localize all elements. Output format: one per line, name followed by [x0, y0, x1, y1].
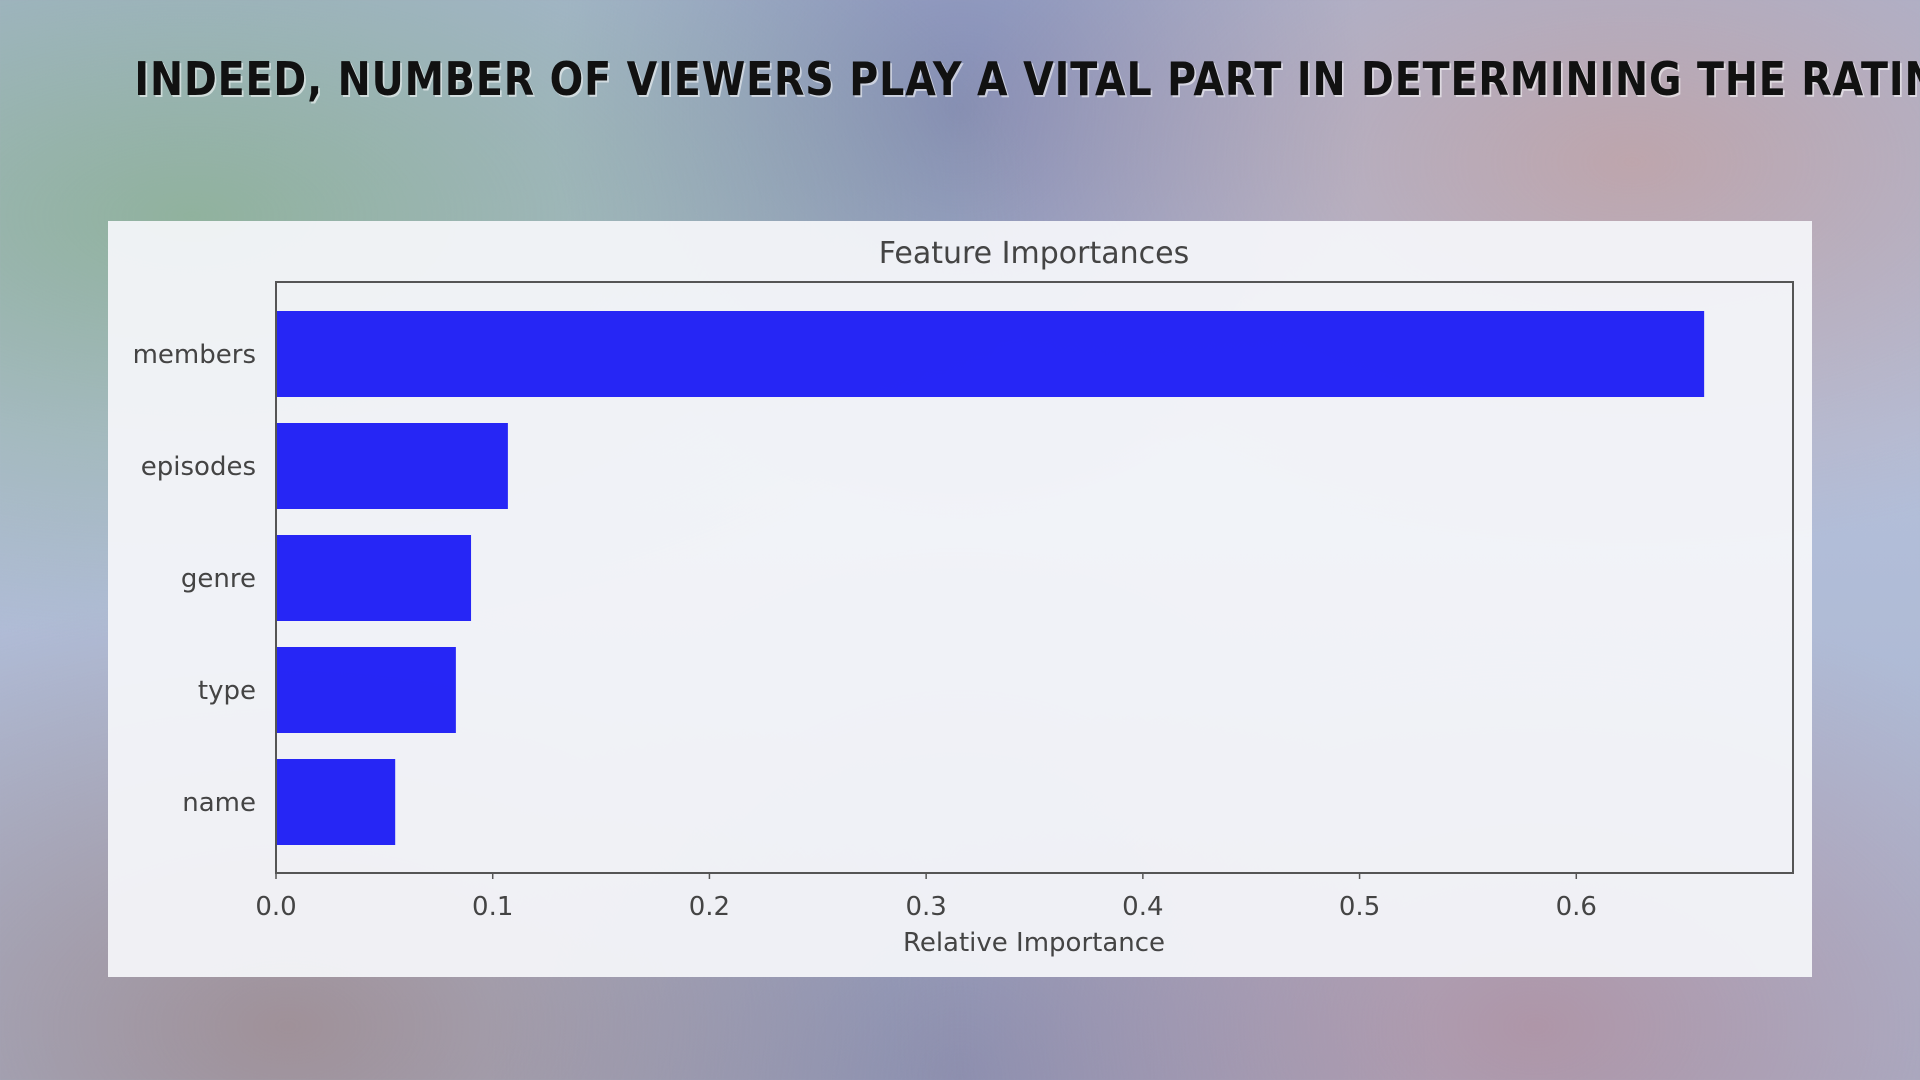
- bar-genre: [276, 535, 472, 621]
- x-ticks: 0.0 0.1 0.2 0.3 0.4 0.5 0.6: [255, 873, 1597, 922]
- slide-title: INDEED, NUMBER OF VIEWERS PLAY A VITAL P…: [134, 52, 1920, 106]
- chart-title: Feature Importances: [879, 236, 1189, 271]
- y-tick-label-members: members: [133, 340, 256, 370]
- feature-importance-chart: Feature Importances members episodes genre…: [133, 236, 1794, 958]
- bar-episodes: [276, 423, 508, 509]
- x-tick-label: 0.3: [905, 892, 946, 922]
- x-tick-label: 0.0: [255, 892, 296, 922]
- y-tick-label-genre: genre: [181, 564, 256, 594]
- x-tick-label: 0.2: [689, 892, 730, 922]
- y-tick-labels: members episodes genre type name: [133, 340, 256, 818]
- x-tick-label: 0.4: [1122, 892, 1163, 922]
- x-tick-label: 0.6: [1556, 892, 1597, 922]
- x-tick-label: 0.1: [472, 892, 513, 922]
- bars-group: [276, 311, 1705, 845]
- bar-name: [276, 759, 396, 845]
- chart-panel: Feature Importances members episodes genre…: [108, 221, 1812, 977]
- bar-type: [276, 647, 456, 733]
- bar-members: [276, 311, 1705, 397]
- plot-frame: [275, 281, 1794, 874]
- x-axis-label: Relative Importance: [903, 928, 1165, 958]
- y-tick-label-name: name: [182, 788, 256, 818]
- y-tick-label-episodes: episodes: [141, 452, 256, 482]
- x-tick-label: 0.5: [1339, 892, 1380, 922]
- y-tick-label-type: type: [198, 676, 256, 706]
